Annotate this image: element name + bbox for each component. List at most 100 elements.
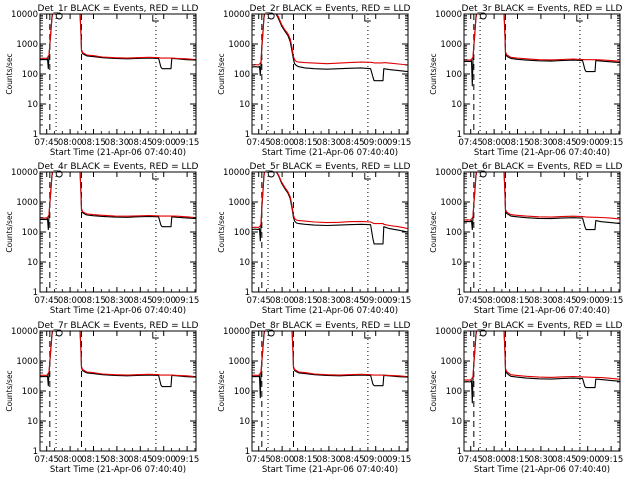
x-tick-label: 08:00 [270, 138, 295, 148]
series-events-line [464, 14, 620, 87]
y-tick-label: 1 [457, 288, 462, 298]
panel-3: 1 10 100 1000 10000 07:4508:0008:1508:3008:45… [429, 4, 623, 158]
y-tick-label: 10 [239, 417, 250, 427]
y-tick-label: 1000 [16, 357, 38, 367]
x-tick-label: 08:00 [270, 296, 295, 306]
series-group [252, 331, 408, 399]
y-tick-label: 10 [451, 258, 462, 268]
y-tick-label: 100 [234, 70, 250, 80]
x-tick-label: 08:15 [293, 138, 318, 148]
plot-frame [251, 13, 409, 135]
x-tick-label: 09:00 [363, 296, 388, 306]
x-tick-label: 08:30 [317, 455, 342, 465]
x-tick-label: 09:00 [575, 138, 600, 148]
y-tick-label: 100 [446, 70, 462, 80]
panel-8: 1 10 100 1000 10000 07:4508:0008:1508:3008:45… [217, 321, 411, 475]
x-tick-label: 08:45 [552, 138, 577, 148]
panel-title: Det_9r BLACK = Events, RED = LLD [462, 321, 623, 331]
x-tick-label: 09:00 [363, 138, 388, 148]
y-tick-label: 100 [446, 228, 462, 238]
y-tick-label: 1000 [16, 40, 38, 50]
y-tick-label: 10 [27, 100, 38, 110]
plot-frame [39, 330, 197, 452]
x-tick-label: 08:45 [128, 296, 153, 306]
y-tick-label: 100 [22, 228, 38, 238]
x-tick-label: 08:30 [529, 138, 554, 148]
plot-frame [463, 171, 621, 293]
x-tick-label: 09:00 [575, 455, 600, 465]
y-tick-label: 10000 [223, 10, 250, 20]
x-tick-label: 08:00 [270, 455, 295, 465]
panel-9: 1 10 100 1000 10000 07:4508:0008:1508:3008:45… [429, 321, 623, 475]
y-tick-label: 1000 [440, 357, 462, 367]
y-tick-label: 100 [22, 387, 38, 397]
series-events-line [464, 331, 620, 404]
marker-circle [55, 12, 63, 20]
marker-bracket [576, 332, 583, 339]
plot-frame [39, 171, 197, 293]
y-tick-label: 10 [27, 258, 38, 268]
y-tick-label: 100 [234, 228, 250, 238]
panel-title: Det_1r BLACK = Events, RED = LLD [38, 4, 199, 14]
series-lld-line [464, 172, 620, 221]
y-tick-label: 10000 [435, 168, 462, 178]
series-lld-line [252, 331, 408, 378]
x-tick-label: 08:15 [81, 296, 106, 306]
marker-bracket [576, 15, 583, 22]
y-tick-label: 1 [457, 130, 462, 140]
x-tick-label: 08:00 [58, 455, 83, 465]
y-tick-label: 1 [457, 447, 462, 457]
x-tick-label: 08:15 [293, 296, 318, 306]
x-tick-label: 08:45 [340, 455, 365, 465]
series-events-line [40, 172, 196, 231]
x-tick-label: 07:45 [34, 138, 59, 148]
x-tick-label: 08:45 [128, 455, 153, 465]
series-group [464, 172, 620, 231]
y-axis-label: Counts/sec [429, 211, 438, 252]
y-tick-label: 1 [33, 288, 38, 298]
plot-frame [251, 171, 409, 293]
y-axis-label: Counts/sec [217, 53, 226, 94]
x-tick-label: 08:00 [482, 138, 507, 148]
marker-circle [267, 329, 275, 337]
x-tick-label: 08:30 [105, 296, 130, 306]
x-axis-label: Start Time (21-Apr-06 07:40:40) [262, 306, 398, 316]
plot-frame [39, 13, 197, 135]
x-tick-label: 07:45 [34, 296, 59, 306]
x-axis-label: Start Time (21-Apr-06 07:40:40) [262, 465, 398, 475]
panel-5: 1 10 100 1000 10000 07:4508:0008:1508:3008:45… [217, 162, 411, 316]
marker-bracket [152, 332, 159, 339]
y-tick-label: 1 [245, 447, 250, 457]
x-tick-label: 08:45 [552, 296, 577, 306]
plot-frame [251, 330, 409, 452]
x-tick-label: 08:00 [58, 296, 83, 306]
x-axis-label: Start Time (21-Apr-06 07:40:40) [262, 148, 398, 158]
marker-bracket [152, 173, 159, 180]
x-axis-label: Start Time (21-Apr-06 07:40:40) [50, 306, 186, 316]
x-tick-label: 08:30 [317, 296, 342, 306]
marker-circle [479, 329, 487, 337]
x-tick-label: 07:45 [34, 455, 59, 465]
series-group [40, 172, 196, 231]
y-axis-label: Counts/sec [5, 53, 14, 94]
panel-7: 1 10 100 1000 10000 07:4508:0008:1508:3008:45… [5, 321, 199, 475]
y-tick-label: 10000 [223, 327, 250, 337]
y-tick-label: 1000 [228, 40, 250, 50]
panel-1: 1 10 100 1000 10000 07:4508:0008:1508:3008:45… [5, 4, 199, 158]
x-axis-label: Start Time (21-Apr-06 07:40:40) [474, 306, 610, 316]
series-group [40, 14, 196, 70]
series-group [464, 331, 620, 404]
y-tick-label: 10 [239, 258, 250, 268]
series-events-line [464, 172, 620, 231]
panel-2: 1 10 100 1000 10000 07:4508:0008:1508:3008:45… [217, 4, 411, 158]
x-tick-label: 08:45 [128, 138, 153, 148]
y-tick-label: 1 [33, 130, 38, 140]
x-tick-label: 07:45 [246, 296, 271, 306]
y-tick-label: 100 [234, 387, 250, 397]
series-lld-line [40, 331, 196, 378]
panel-6: 1 10 100 1000 10000 07:4508:0008:1508:3008:45… [429, 162, 623, 316]
x-tick-label: 08:15 [81, 138, 106, 148]
x-tick-label: 09:15 [387, 138, 412, 148]
y-tick-label: 10000 [11, 327, 38, 337]
panel-title: Det_6r BLACK = Events, RED = LLD [462, 162, 623, 172]
